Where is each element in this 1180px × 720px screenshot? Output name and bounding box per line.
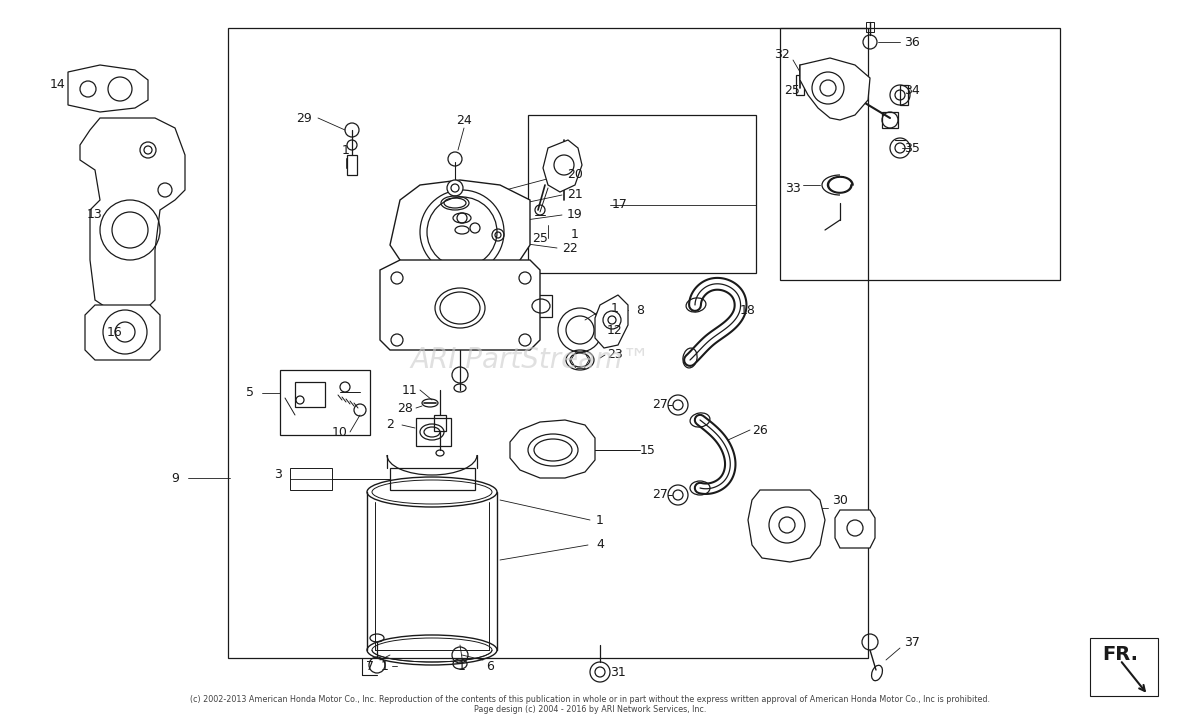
Polygon shape (800, 58, 870, 120)
Text: 34: 34 (904, 84, 920, 96)
Bar (391, 468, 476, 490)
Text: 13: 13 (87, 209, 103, 222)
Bar (527, 115, 756, 273)
Bar (295, 382, 324, 407)
Bar (112, 270, 127, 300)
Bar (417, 418, 451, 446)
Bar (900, 85, 907, 105)
Text: 37: 37 (904, 636, 920, 649)
Polygon shape (80, 118, 185, 310)
Text: 32: 32 (774, 48, 789, 61)
Text: Page design (c) 2004 - 2016 by ARI Network Services, Inc.: Page design (c) 2004 - 2016 by ARI Netwo… (474, 706, 706, 714)
Text: 10: 10 (332, 426, 348, 438)
Bar (228, 28, 868, 658)
Polygon shape (595, 295, 628, 348)
Polygon shape (391, 180, 530, 278)
Text: 7: 7 (366, 660, 374, 672)
Text: 1: 1 (458, 660, 466, 672)
Text: FR.: FR. (1102, 646, 1138, 665)
Bar (280, 370, 371, 435)
Text: 30: 30 (832, 493, 848, 506)
Polygon shape (380, 260, 540, 350)
Text: ARI PartStream™: ARI PartStream™ (409, 346, 650, 374)
Bar (425, 280, 494, 335)
Polygon shape (510, 420, 595, 478)
Text: 19: 19 (568, 209, 583, 222)
Polygon shape (68, 65, 148, 112)
Text: 8: 8 (636, 304, 644, 317)
Text: 33: 33 (785, 181, 801, 194)
Text: 26: 26 (752, 423, 768, 436)
Bar (1090, 638, 1158, 696)
Bar (113, 81, 127, 95)
Text: 2: 2 (386, 418, 394, 431)
Text: 1: 1 (611, 302, 620, 315)
Text: 29: 29 (296, 112, 312, 125)
Text: 35: 35 (904, 142, 920, 155)
Polygon shape (748, 490, 825, 562)
Text: 23: 23 (608, 348, 623, 361)
Text: 24: 24 (457, 114, 472, 127)
Bar (780, 28, 1060, 280)
Text: 25: 25 (532, 232, 548, 245)
Text: 20: 20 (568, 168, 583, 181)
Text: 31: 31 (610, 665, 625, 678)
Text: (c) 2002-2013 American Honda Motor Co., Inc. Reproduction of the contents of thi: (c) 2002-2013 American Honda Motor Co., … (190, 696, 990, 704)
Bar (560, 155, 568, 185)
Bar (796, 75, 804, 95)
Text: 1: 1 (342, 143, 350, 156)
Bar (347, 155, 358, 175)
Bar (530, 295, 552, 317)
Text: 12: 12 (608, 323, 623, 336)
Text: 25: 25 (784, 84, 800, 96)
Circle shape (447, 180, 463, 196)
Text: 14: 14 (50, 78, 66, 91)
Text: 22: 22 (562, 241, 578, 254)
Text: 3: 3 (274, 469, 282, 482)
Text: 11: 11 (402, 384, 418, 397)
Text: 9: 9 (171, 472, 179, 485)
Polygon shape (835, 510, 876, 548)
Text: 1: 1 (596, 513, 604, 526)
Text: 1: 1 (571, 228, 579, 241)
Text: 6: 6 (486, 660, 494, 672)
Text: 27: 27 (653, 398, 668, 412)
Polygon shape (85, 305, 160, 360)
Bar (290, 468, 332, 490)
Text: 27: 27 (653, 488, 668, 502)
Text: 5: 5 (245, 387, 254, 400)
Text: 15: 15 (640, 444, 656, 456)
Text: 18: 18 (740, 304, 756, 317)
Text: 4: 4 (596, 539, 604, 552)
Text: 17: 17 (612, 199, 628, 212)
Text: 21: 21 (568, 189, 583, 202)
Text: 28: 28 (396, 402, 413, 415)
Bar (434, 415, 446, 431)
Text: 1: 1 (381, 660, 389, 672)
Text: 16: 16 (107, 325, 123, 338)
Bar (881, 112, 898, 128)
Text: 36: 36 (904, 35, 920, 48)
Bar (866, 22, 874, 32)
Polygon shape (543, 140, 582, 192)
